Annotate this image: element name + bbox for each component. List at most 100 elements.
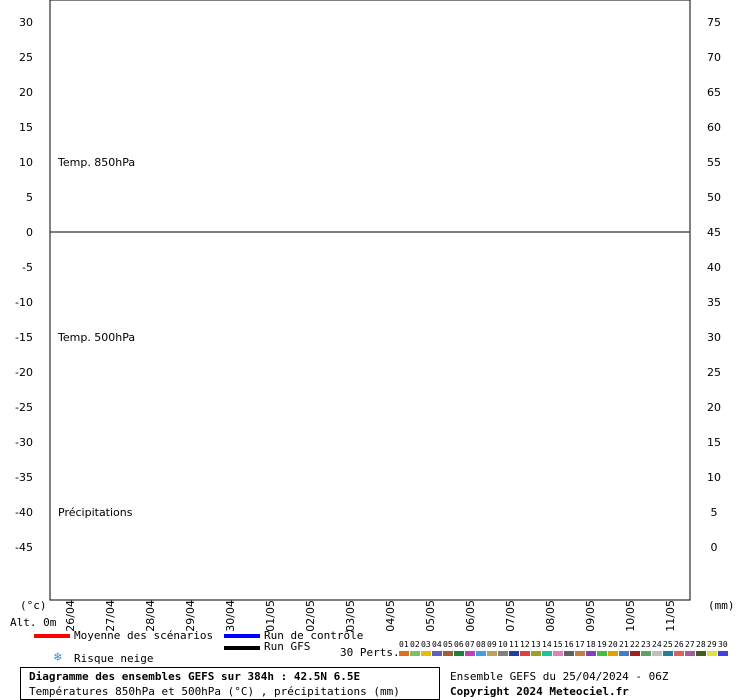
pert-number: 11 (509, 640, 519, 649)
pert-color-swatch (476, 651, 486, 656)
x-date-label: 26/04 (64, 600, 77, 632)
pert-color-swatch (630, 651, 640, 656)
pert-color-swatch (399, 651, 409, 656)
pert-number: 27 (685, 640, 695, 649)
pert-number: 07 (465, 640, 475, 649)
left-tick-label: -40 (15, 506, 33, 519)
chart-title: Diagramme des ensembles GEFS sur 384h : … (29, 670, 361, 683)
left-tick-label: 0 (26, 226, 33, 239)
pert-color-swatch (443, 651, 453, 656)
pert-color-swatch (608, 651, 618, 656)
pert-color-swatch (696, 651, 706, 656)
x-date-label: 08/05 (544, 600, 557, 632)
right-tick-label: 35 (707, 296, 721, 309)
x-date-label: 29/04 (184, 600, 197, 632)
pert-color-swatch (586, 651, 596, 656)
x-date-label: 10/05 (624, 600, 637, 632)
pert-color-swatch (520, 651, 530, 656)
pert-number: 29 (707, 640, 717, 649)
pert-number: 09 (487, 640, 497, 649)
pert-number: 15 (553, 640, 563, 649)
legend-control-swatch (224, 634, 260, 638)
pert-number: 23 (641, 640, 651, 649)
pert-color-swatch (432, 651, 442, 656)
x-date-label: 27/04 (104, 600, 117, 632)
pert-color-swatch (597, 651, 607, 656)
pert-color-swatch (663, 651, 673, 656)
pert-color-swatch (487, 651, 497, 656)
pert-color-swatch (531, 651, 541, 656)
pert-color-swatch (542, 651, 552, 656)
pert-number: 06 (454, 640, 464, 649)
pert-number: 04 (432, 640, 442, 649)
pert-number: 14 (542, 640, 552, 649)
pert-color-swatch (509, 651, 519, 656)
plot-frame (49, 0, 691, 601)
snow-icon: ❄ (54, 650, 62, 665)
pert-number: 17 (575, 640, 585, 649)
pert-number: 30 (718, 640, 728, 649)
x-date-label: 09/05 (584, 600, 597, 632)
pert-number: 26 (674, 640, 684, 649)
x-date-label: 06/05 (464, 600, 477, 632)
right-tick-label: 25 (707, 366, 721, 379)
altitude-label: Alt. 0m (10, 616, 57, 629)
legend-gfs-swatch (224, 646, 260, 650)
pert-number: 02 (410, 640, 420, 649)
pert-color-swatch (641, 651, 651, 656)
pert-color-swatch (498, 651, 508, 656)
right-tick-label: 20 (707, 401, 721, 414)
right-tick-label: 40 (707, 261, 721, 274)
x-date-label: 07/05 (504, 600, 517, 632)
pert-number: 22 (630, 640, 640, 649)
pert-number: 16 (564, 640, 574, 649)
right-tick-label: 70 (707, 51, 721, 64)
right-tick-label: 45 (707, 226, 721, 239)
pert-color-swatch (564, 651, 574, 656)
pert-color-swatch (575, 651, 585, 656)
left-tick-label: 20 (19, 86, 33, 99)
left-tick-label: 30 (19, 16, 33, 29)
left-tick-label: -10 (15, 296, 33, 309)
legend-mean-label: Moyenne des scénarios (74, 629, 214, 642)
legend-control-label: Run de contrôle (264, 629, 364, 642)
right-tick-label: 30 (707, 331, 721, 344)
right-tick-label: 15 (707, 436, 721, 449)
panel-label: Précipitations (58, 506, 133, 519)
panel-label: Temp. 850hPa (57, 156, 135, 169)
right-tick-label: 65 (707, 86, 721, 99)
pert-color-swatch (718, 651, 728, 656)
right-tick-label: 55 (707, 156, 721, 169)
legend-perts-label: 30 Perts. (340, 646, 400, 659)
x-date-label: 03/05 (344, 600, 357, 632)
pert-color-swatch (707, 651, 717, 656)
x-date-label: 04/05 (384, 600, 397, 632)
pert-number: 25 (663, 640, 673, 649)
perturbation-legend: 01 02 03 04 05 06 07 08 09 10 11 12 13 14 15 16 17 18 19 20… (399, 640, 731, 660)
pert-number: 10 (498, 640, 508, 649)
pert-number: 05 (443, 640, 453, 649)
pert-color-swatch (410, 651, 420, 656)
x-date-label: 01/05 (264, 600, 277, 632)
pert-number: 01 (399, 640, 409, 649)
run-info: Ensemble GEFS du 25/04/2024 - 06Z (450, 670, 669, 683)
pert-color-swatch (674, 651, 684, 656)
legend-mean-swatch (34, 634, 70, 638)
pert-number: 18 (586, 640, 596, 649)
x-date-label: 05/05 (424, 600, 437, 632)
left-tick-label: -45 (15, 541, 33, 554)
pert-number: 19 (597, 640, 607, 649)
left-tick-label: -5 (22, 261, 33, 274)
pert-number: 24 (652, 640, 662, 649)
chart-info-box: Diagramme des ensembles GEFS sur 384h : … (20, 667, 440, 700)
right-tick-label: 5 (711, 506, 718, 519)
left-tick-label: 10 (19, 156, 33, 169)
pert-number: 28 (696, 640, 706, 649)
right-tick-label: 60 (707, 121, 721, 134)
pert-number: 13 (531, 640, 541, 649)
pert-color-swatch (465, 651, 475, 656)
pert-color-swatch (652, 651, 662, 656)
pert-color-swatch (553, 651, 563, 656)
left-tick-label: 15 (19, 121, 33, 134)
